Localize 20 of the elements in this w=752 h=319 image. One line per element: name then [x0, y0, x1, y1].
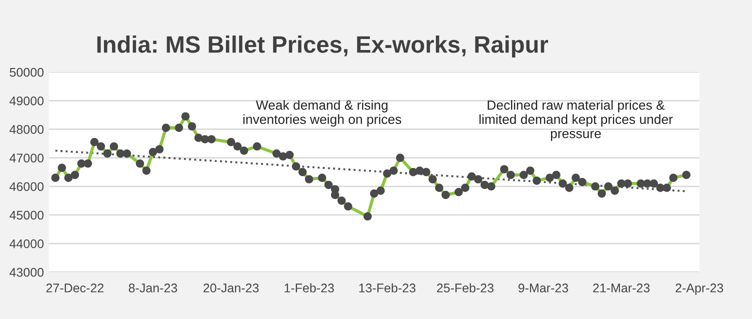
x-tick-label: 25-Feb-23 — [436, 283, 494, 292]
chart-title: India: MS Billet Prices, Ex-works, Raipur — [97, 36, 548, 58]
y-tick-label: 50000 — [10, 68, 44, 77]
x-tick-label: 1-Feb-23 — [284, 283, 334, 292]
x-tick-label: 9-Mar-23 — [518, 284, 568, 292]
x-tick-label: 21-Mar-23 — [593, 284, 650, 292]
y-tick-label: 43000 — [10, 268, 44, 277]
x-tick-label: 27-Dec-22 — [46, 284, 104, 292]
y-tick-label: 49000 — [10, 96, 44, 106]
x-tick-label: 13-Feb-23 — [359, 283, 416, 292]
y-tick-label: 47000 — [10, 154, 44, 162]
y-tick-label: 44000 — [10, 239, 44, 248]
y-tick-label: 45000 — [10, 210, 44, 220]
annotation: Weak demand & rising inventories weigh on prices — [243, 100, 402, 127]
x-tick-label: 8-Jan-23 — [128, 284, 178, 292]
annotation: Declined raw material prices & limited demand kept prices under pressure — [479, 100, 673, 141]
x-tick-label: 2-Apr-23 — [676, 284, 724, 295]
y-tick-label: 46000 — [10, 182, 44, 192]
y-tick-label: 48000 — [10, 125, 44, 134]
x-tick-label: 20-Jan-23 — [204, 284, 259, 292]
